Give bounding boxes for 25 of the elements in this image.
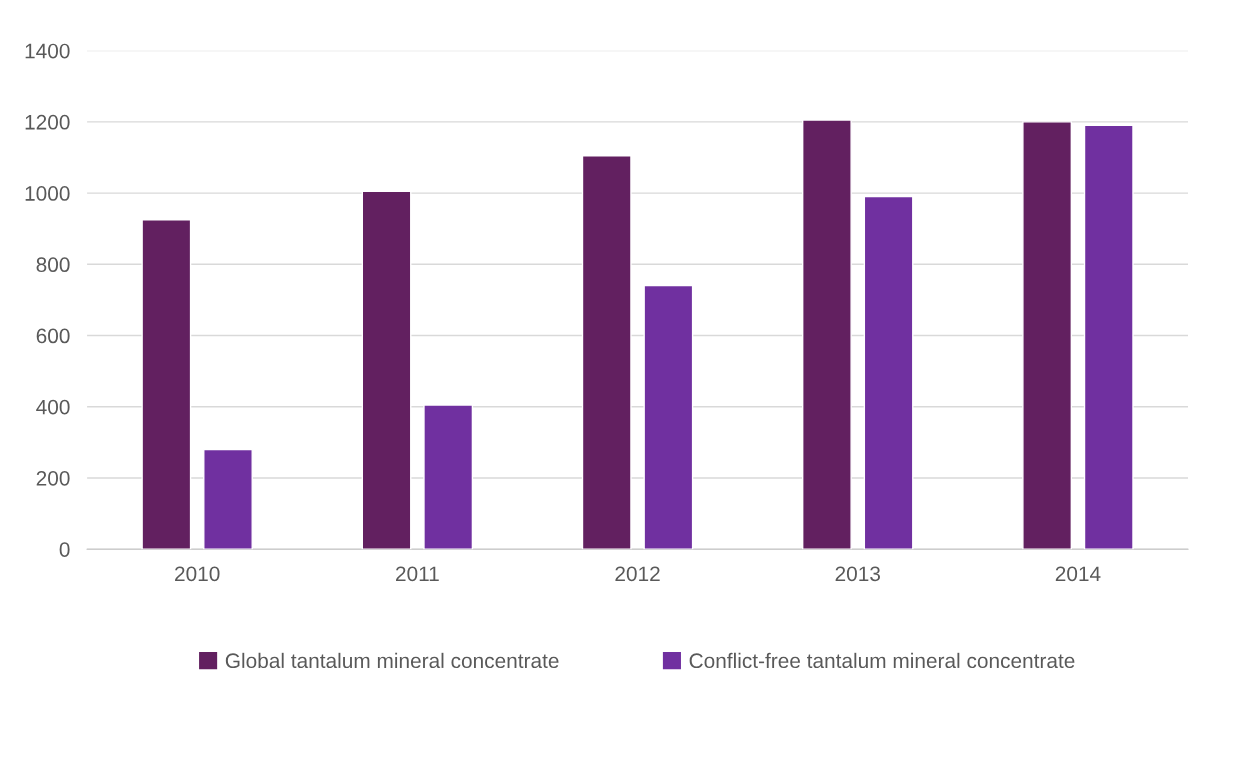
- y-tick-label: 1000: [25, 186, 70, 201]
- y-tick-label: 800: [36, 257, 70, 273]
- bar: [801, 119, 852, 550]
- bar: [1083, 124, 1134, 550]
- x-tick-label: 2014: [1055, 566, 1101, 582]
- x-tick-label: 2010: [175, 566, 220, 582]
- y-tick-label: 1400: [25, 43, 70, 59]
- bar: [361, 190, 412, 550]
- bar: [863, 195, 914, 550]
- bar: [581, 154, 632, 550]
- bar: [423, 404, 474, 550]
- y-tick-label: 200: [36, 470, 70, 486]
- bar: [203, 448, 253, 550]
- bar: [643, 284, 694, 550]
- bar: [1022, 121, 1073, 550]
- bar: [141, 219, 192, 550]
- legend-label: Global tantalum mineral concentrate: [225, 652, 559, 669]
- x-tick-label: 2013: [835, 566, 880, 582]
- x-tick-label: 2012: [615, 566, 660, 582]
- legend-label: Conflict-free tantalum mineral concentrate: [689, 652, 1075, 669]
- y-tick-label: 1200: [25, 114, 70, 130]
- x-tick-label: 2011: [396, 566, 439, 582]
- y-tick-label: 600: [36, 328, 70, 344]
- y-tick-label: 0: [59, 542, 70, 557]
- y-tick-label: 400: [36, 399, 70, 415]
